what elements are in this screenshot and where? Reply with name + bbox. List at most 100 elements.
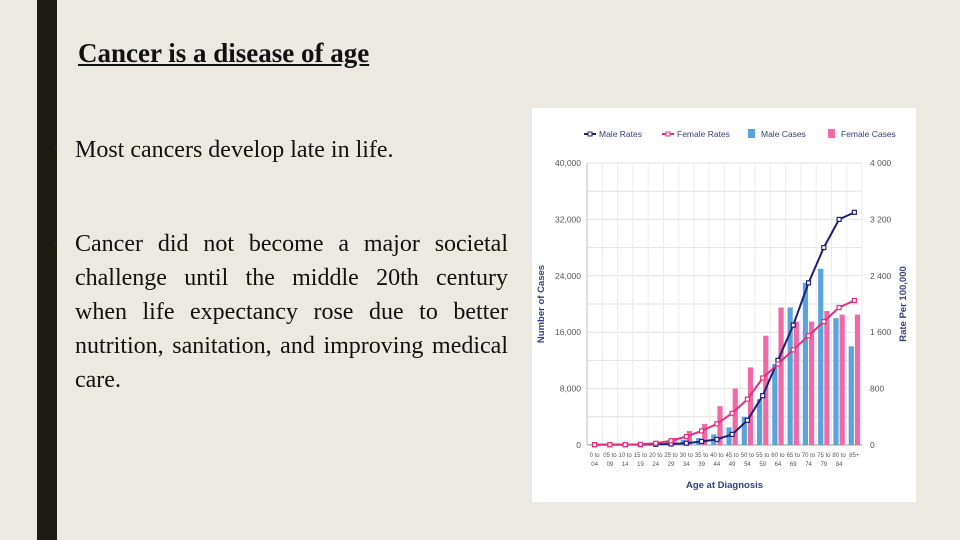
x-tick-label: 69 (790, 462, 797, 468)
male-cases-bar (848, 346, 854, 445)
bullet-dot: • (52, 234, 58, 253)
female-cases-bar (717, 406, 723, 445)
x-tick-label: 60 to (771, 453, 785, 459)
left-accent-bar (37, 0, 57, 540)
female-rates-point (775, 361, 781, 367)
female-rates-point (607, 442, 613, 448)
male-rates-point (836, 216, 842, 223)
female-cases-bar (686, 430, 692, 445)
x-tick-label: 25 to (664, 453, 678, 459)
y-axis-title: Number of Cases (536, 265, 547, 343)
x-tick-label: 55 to (756, 453, 770, 459)
x-tick-label: 75 to (817, 453, 831, 459)
x-tick-label: 15 to (634, 453, 648, 459)
y-tick-label: 24,000 (555, 271, 581, 281)
female-cases-bar (671, 437, 677, 445)
male-rates-point (729, 431, 735, 438)
female-cases-bar (824, 311, 830, 445)
y2-tick-label: 4 000 (870, 158, 892, 168)
female-cases-bar (854, 314, 861, 445)
male-cases-bar (588, 444, 595, 445)
legend-label: Female Rates (677, 129, 730, 139)
x-tick-label: 34 (683, 462, 690, 468)
female-rates-point (698, 428, 705, 434)
female-rates-point (821, 319, 827, 325)
y2-tick-label: 3 200 (870, 214, 892, 224)
x-tick-label: 79 (820, 462, 827, 468)
y2-tick-label: 0 (870, 440, 875, 450)
legend-box-swatch (828, 129, 835, 138)
legend-marker (665, 131, 671, 137)
male-cases-bar (772, 363, 778, 445)
bullet-item: • Cancer did not become a major societal… (52, 227, 508, 397)
male-rates-point (805, 280, 812, 286)
slide-title: Cancer is a disease of age (78, 38, 370, 68)
female-rates-point (790, 347, 796, 353)
female-rates-point (760, 375, 766, 381)
bullet-text: Most cancers develop late in life. (75, 137, 394, 163)
female-cases-bar (778, 307, 784, 445)
x-tick-label: 39 (698, 462, 705, 468)
male-rates-point (790, 322, 796, 328)
y-tick-label: 16,000 (555, 327, 581, 337)
x-tick-label: 35 to (695, 453, 709, 459)
y-tick-label: 32,000 (555, 214, 581, 224)
female-rates-point (714, 421, 720, 427)
x-tick-label: 09 (607, 462, 614, 468)
x-tick-label: 04 (591, 462, 598, 468)
x-tick-label: 24 (652, 462, 659, 468)
female-cases-bar (839, 314, 845, 445)
male-rates-point (714, 436, 720, 442)
y2-tick-label: 1 600 (870, 327, 892, 337)
y2-axis-title: Rate Per 100,000 (898, 266, 909, 342)
x-tick-label: 59 (759, 462, 766, 468)
x-tick-label: 70 to (802, 453, 816, 459)
female-rates-point (851, 297, 857, 304)
cancer-age-chart: 0 8,000 16,000 24,000 32,000 40,000 0 800 1 600 2… (536, 129, 909, 491)
male-cases-bar (802, 282, 809, 445)
legend-label: Male Cases (761, 129, 806, 139)
male-cases-bar (757, 399, 763, 445)
female-rates-point (622, 442, 628, 448)
y-tick-label: 40,000 (555, 158, 581, 168)
chart-panel: 0 8,000 16,000 24,000 32,000 40,000 0 800 1 600 2… (532, 108, 916, 502)
y-tick-label: 8,000 (560, 384, 582, 394)
x-tick-label: 29 (668, 462, 675, 468)
x-tick-label: 40 to (710, 453, 724, 459)
female-rates-point (744, 396, 751, 402)
x-tick-label: 80 to (832, 453, 846, 459)
x-tick-label: 64 (775, 462, 782, 468)
x-tick-label: 84 (836, 462, 843, 468)
x-tick-label: 65 to (787, 453, 801, 459)
x-tick-label: 14 (622, 462, 629, 468)
male-rates-point (698, 438, 705, 445)
male-rates-point (683, 440, 689, 446)
female-cases-bar (809, 321, 815, 445)
x-tick-label: 19 (637, 462, 644, 468)
bullet-item: • Most cancers develop late in life. (52, 133, 508, 167)
bullet-dot: • (52, 140, 58, 159)
legend-box-swatch (748, 129, 755, 138)
female-rates-point (836, 304, 842, 311)
legend-label: Male Rates (599, 129, 642, 139)
female-rates-point (592, 442, 598, 448)
x-tick-label: 54 (744, 462, 751, 468)
female-rates-point (653, 440, 659, 446)
male-rates-point (744, 417, 751, 423)
male-rates-point (821, 245, 827, 251)
legend-marker (587, 131, 593, 137)
x-axis-title: Age at Diagnosis (686, 480, 763, 491)
x-tick-label: 20 to (649, 453, 663, 459)
x-tick-label: 0 to (590, 453, 601, 459)
male-cases-bar (741, 416, 747, 445)
x-tick-label: 85+ (849, 453, 860, 459)
x-tick-label: 10 to (619, 453, 633, 459)
female-rates-point (637, 441, 644, 447)
male-rates-point (760, 393, 766, 399)
x-tick-label: 44 (714, 462, 721, 468)
female-cases-bar (747, 367, 754, 445)
x-tick-label: 30 to (680, 453, 694, 459)
female-rates-point (683, 433, 689, 440)
y2-tick-label: 800 (870, 384, 884, 394)
x-tick-label: 05 to (603, 453, 617, 459)
